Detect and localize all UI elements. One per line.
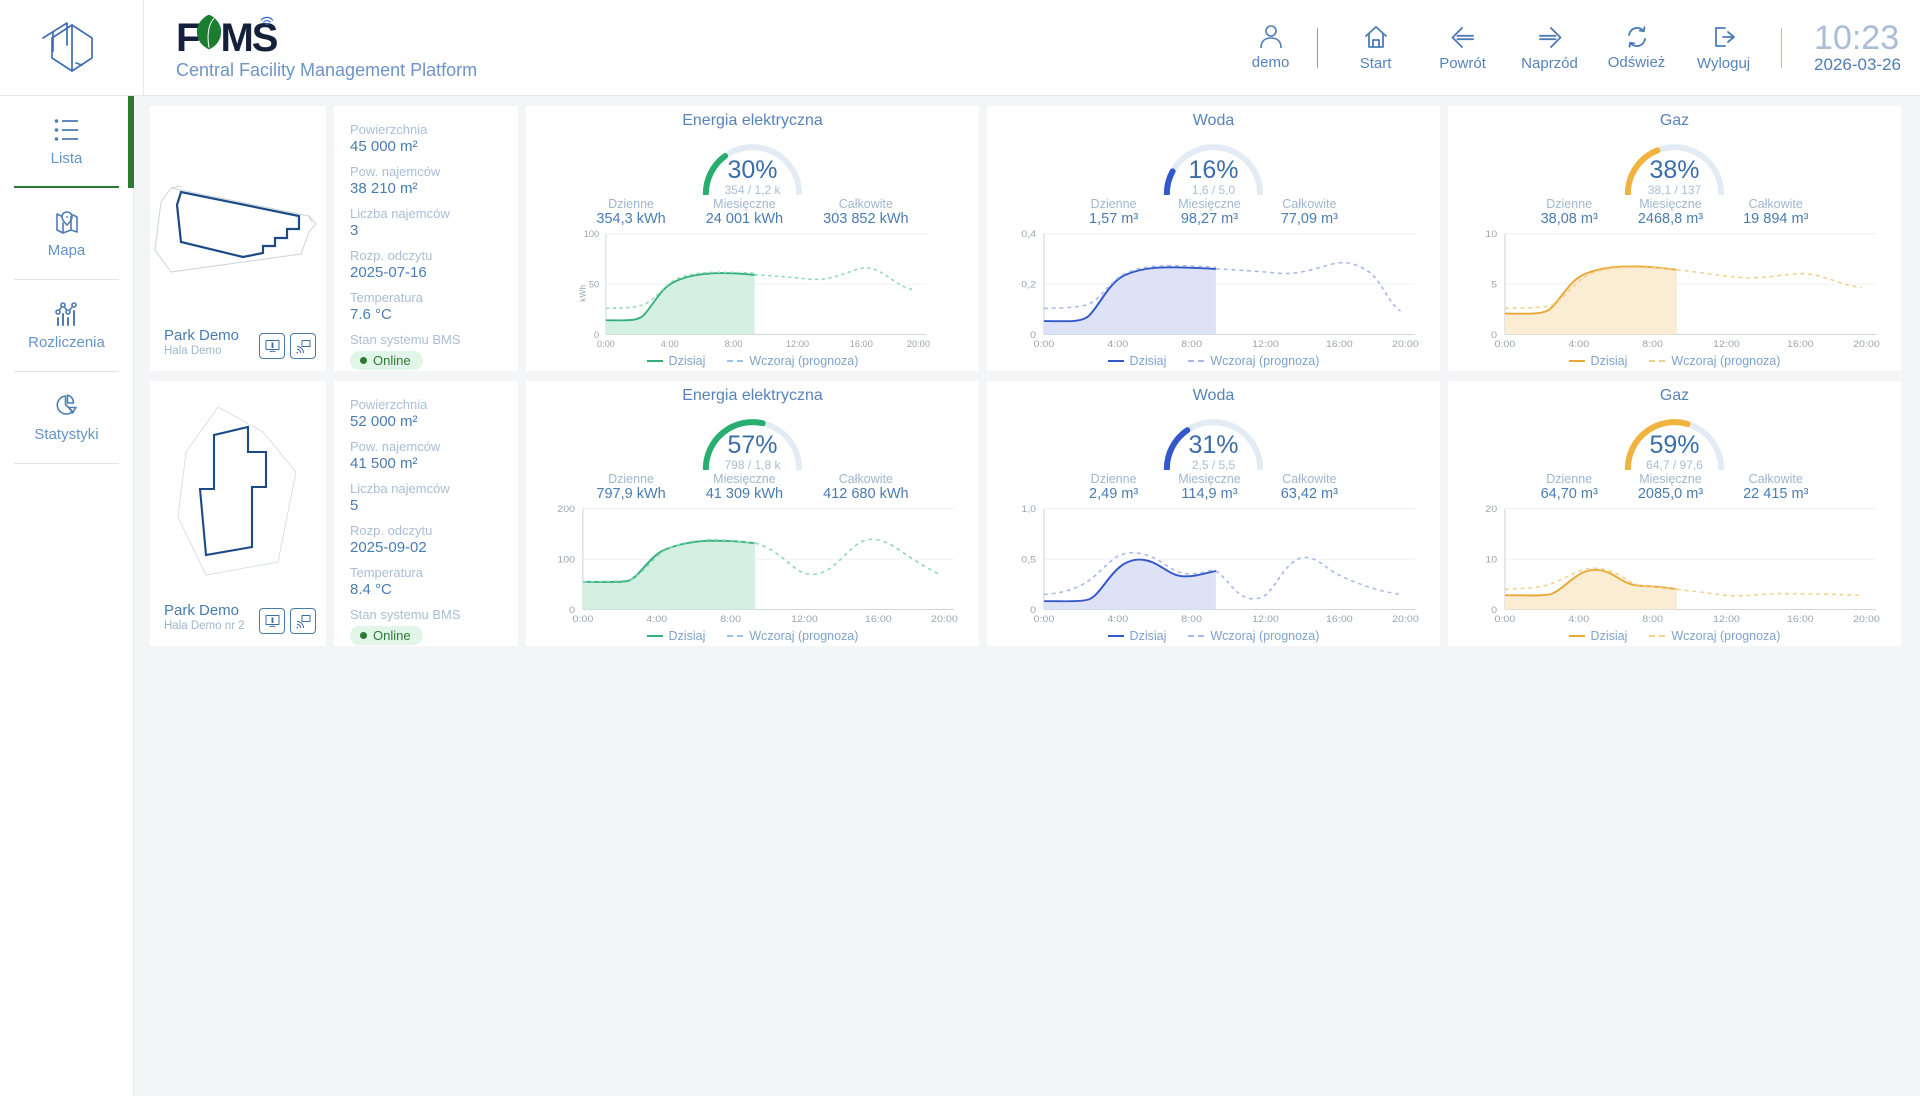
- svg-text:kWh: kWh: [578, 285, 588, 302]
- svg-text:4:00: 4:00: [1107, 340, 1128, 350]
- svg-text:8:00: 8:00: [1642, 615, 1663, 625]
- svg-text:0:00: 0:00: [573, 615, 594, 625]
- svg-text:10: 10: [1485, 555, 1497, 565]
- svg-text:0,4: 0,4: [1021, 230, 1036, 240]
- svg-text:0:00: 0:00: [1034, 340, 1055, 350]
- svg-text:16:00: 16:00: [865, 615, 892, 625]
- svg-text:12:00: 12:00: [1713, 615, 1740, 625]
- svg-text:20:00: 20:00: [1392, 340, 1419, 350]
- svg-text:0:00: 0:00: [1495, 615, 1516, 625]
- svg-text:8:00: 8:00: [725, 339, 743, 349]
- svg-text:100: 100: [584, 229, 599, 239]
- svg-text:8:00: 8:00: [720, 615, 741, 625]
- svg-text:4:00: 4:00: [1568, 340, 1589, 350]
- svg-text:0,2: 0,2: [1021, 280, 1036, 290]
- svg-text:16:00: 16:00: [1787, 615, 1814, 625]
- svg-text:5: 5: [1491, 280, 1497, 290]
- svg-text:12:00: 12:00: [791, 615, 818, 625]
- svg-text:0,5: 0,5: [1021, 555, 1036, 565]
- svg-text:20: 20: [1485, 505, 1497, 515]
- svg-text:12:00: 12:00: [1713, 340, 1740, 350]
- svg-text:200: 200: [557, 505, 575, 515]
- svg-text:20:00: 20:00: [1853, 615, 1880, 625]
- svg-text:20:00: 20:00: [931, 615, 958, 625]
- svg-text:16:00: 16:00: [1787, 340, 1814, 350]
- svg-text:16:00: 16:00: [850, 339, 873, 349]
- svg-text:4:00: 4:00: [1568, 615, 1589, 625]
- svg-text:i: i: [271, 343, 273, 349]
- svg-text:12:00: 12:00: [1252, 615, 1279, 625]
- svg-text:12:00: 12:00: [786, 339, 809, 349]
- svg-text:0:00: 0:00: [1495, 340, 1516, 350]
- svg-text:100: 100: [557, 555, 575, 565]
- svg-text:1,0: 1,0: [1021, 505, 1036, 515]
- svg-text:i: i: [271, 618, 273, 624]
- svg-text:8:00: 8:00: [1181, 615, 1202, 625]
- svg-text:16:00: 16:00: [1326, 340, 1353, 350]
- svg-text:20:00: 20:00: [1853, 340, 1880, 350]
- svg-text:8:00: 8:00: [1642, 340, 1663, 350]
- svg-text:0:00: 0:00: [597, 339, 615, 349]
- svg-text:4:00: 4:00: [1107, 615, 1128, 625]
- svg-text:16:00: 16:00: [1326, 615, 1353, 625]
- svg-text:4:00: 4:00: [661, 339, 679, 349]
- svg-text:8:00: 8:00: [1181, 340, 1202, 350]
- svg-text:50: 50: [589, 279, 599, 289]
- svg-text:20:00: 20:00: [1392, 615, 1419, 625]
- svg-text:0:00: 0:00: [1034, 615, 1055, 625]
- svg-text:10: 10: [1485, 230, 1497, 240]
- svg-text:20:00: 20:00: [907, 339, 930, 349]
- svg-text:4:00: 4:00: [646, 615, 667, 625]
- svg-text:12:00: 12:00: [1252, 340, 1279, 350]
